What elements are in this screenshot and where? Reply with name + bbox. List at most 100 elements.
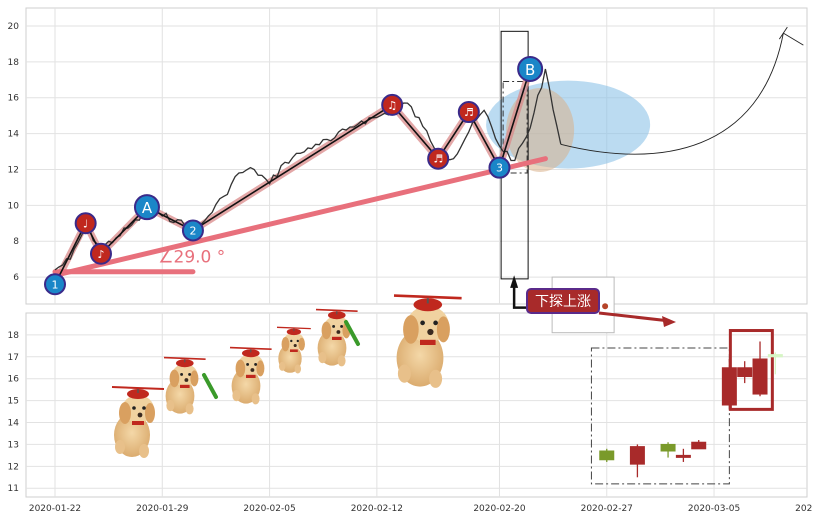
wave-label: ♬ — [433, 153, 443, 166]
angle-label: ∠29.0 ° — [158, 248, 225, 268]
helicopter-hat — [242, 349, 260, 358]
puppy-ear — [436, 316, 450, 343]
candle-body — [629, 446, 645, 465]
upper-y-tick-label: 14 — [8, 130, 20, 140]
wave-label: ♬ — [464, 106, 474, 119]
projection-arrow — [783, 32, 804, 46]
x-tick-label: 2020-01-22 — [29, 504, 81, 514]
wave-label-marker — [44, 273, 66, 296]
puppy-sticker — [111, 386, 165, 458]
x-tick-label: 2020-03-12 — [795, 504, 813, 514]
x-tick-label: 2020-03-05 — [688, 504, 740, 514]
wave-label: B — [525, 61, 535, 79]
wave-label: A — [142, 199, 153, 217]
callout-arrowhead — [662, 316, 676, 327]
puppy-ear — [169, 369, 180, 388]
candle-body — [737, 367, 753, 378]
projection-arrow-tick — [778, 26, 788, 40]
puppy-collar — [420, 339, 436, 345]
upper-y-tick-label: 6 — [13, 273, 19, 283]
lower-y-tick-label: 17 — [8, 353, 19, 363]
puppy-eye — [254, 362, 258, 366]
puppy-ear — [119, 402, 131, 424]
puppy-ear — [281, 337, 290, 352]
candle-group-box — [590, 347, 730, 485]
note-marker — [74, 212, 97, 235]
puppy-ear — [235, 359, 246, 378]
puppy-paw — [139, 444, 149, 458]
wave-label: 1 — [52, 278, 59, 291]
puppy-paw — [278, 361, 286, 371]
helicopter-rotor — [163, 356, 206, 360]
callout-arrow — [598, 311, 671, 323]
sleigh-reindeer — [602, 303, 609, 310]
helicopter-rotor — [229, 346, 272, 350]
helicopter-hat — [286, 328, 302, 336]
lower-y-tick-label: 15 — [8, 397, 19, 407]
upper-y-tick-label: 8 — [13, 237, 19, 247]
upper-y-tick-label: 20 — [8, 22, 20, 32]
upper-panel — [25, 7, 808, 305]
puppy-sticker — [229, 346, 272, 405]
helicopter-hat — [328, 311, 346, 320]
x-tick-label: 2020-02-27 — [581, 504, 633, 514]
puppy-sticker — [163, 356, 206, 415]
annotation-dashed-box — [502, 81, 528, 174]
candle-body — [660, 443, 676, 452]
candle-body — [599, 450, 615, 461]
helicopter-rotor — [111, 386, 165, 390]
callout-box — [526, 288, 600, 314]
puppy-eye — [340, 324, 344, 328]
lower-y-tick-label: 11 — [8, 484, 19, 494]
puppy-ear — [256, 360, 265, 377]
helicopter-rotor — [393, 294, 462, 300]
helicopter-rotor — [276, 326, 311, 330]
dragonfly-sticker — [202, 373, 218, 399]
puppy-paw — [397, 364, 411, 383]
candle-body — [767, 354, 783, 358]
puppy-nose — [336, 330, 341, 334]
puppy-collar — [332, 336, 342, 340]
lower-y-tick-label: 16 — [8, 375, 20, 385]
helicopter-hat — [127, 389, 149, 399]
puppy-eye — [433, 320, 438, 326]
wave-label: 3 — [496, 162, 503, 175]
lower-y-tick-label: 14 — [8, 419, 20, 429]
puppy-collar — [132, 421, 144, 425]
wave-label-marker — [517, 55, 544, 82]
puppy-ear — [145, 403, 155, 423]
puppy-eye — [188, 372, 192, 376]
puppy-sticker — [276, 326, 311, 374]
wave-label-marker — [181, 219, 204, 242]
projection-curve — [560, 33, 784, 155]
x-tick-label: 2020-02-12 — [351, 504, 403, 514]
note-marker — [89, 242, 112, 265]
puppy-paw — [166, 400, 175, 412]
upper-y-tick-label: 18 — [8, 58, 20, 68]
puppy-paw — [337, 355, 346, 367]
puppy-eye — [246, 362, 250, 366]
wave-label: ♩ — [83, 217, 88, 230]
puppy-collar — [290, 349, 298, 352]
puppy-nose — [250, 368, 255, 372]
puppy-sticker — [315, 308, 358, 367]
zigzag-line — [54, 68, 531, 285]
lower-y-tick-label: 18 — [8, 331, 20, 341]
puppy-paw — [185, 403, 194, 415]
puppy-paw — [115, 440, 125, 454]
helicopter-hat — [413, 298, 443, 312]
puppy-collar — [180, 384, 190, 388]
puppy-sticker — [393, 294, 462, 388]
trend-line — [52, 156, 548, 278]
puppy-ear — [298, 337, 305, 351]
puppy-eye — [290, 339, 293, 343]
upper-y-tick-label: 12 — [8, 165, 19, 175]
note-marker — [427, 147, 450, 170]
helicopter-rotor — [315, 308, 358, 312]
puppy-eye — [420, 320, 425, 326]
lower-y-tick-label: 13 — [8, 440, 19, 450]
puppy-nose — [293, 343, 297, 348]
puppy-nose — [184, 378, 189, 382]
